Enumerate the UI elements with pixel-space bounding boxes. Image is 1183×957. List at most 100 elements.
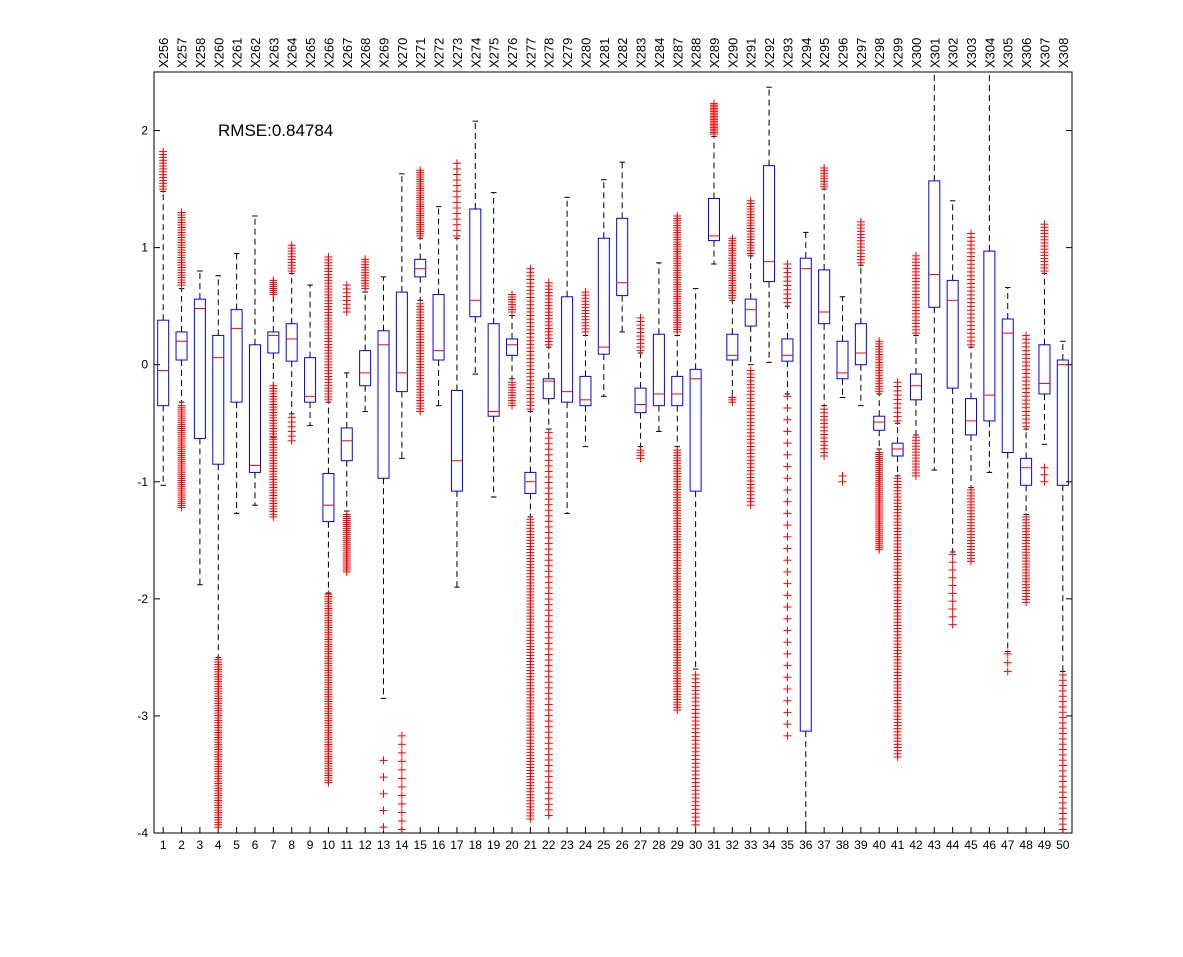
box-46 xyxy=(983,71,996,473)
box-43 xyxy=(928,71,941,471)
x-tick-label: 21 xyxy=(524,838,538,852)
top-label: X257 xyxy=(175,38,190,68)
box-iqr xyxy=(909,373,922,401)
top-label: X296 xyxy=(836,38,851,68)
top-label: X305 xyxy=(1001,38,1016,68)
x-tick-label: 20 xyxy=(505,838,519,852)
x-tick-label: 41 xyxy=(891,838,905,852)
x-tick-label: 5 xyxy=(233,838,240,852)
top-label: X293 xyxy=(780,38,795,68)
outliers xyxy=(875,337,884,396)
box-14 xyxy=(395,173,408,834)
x-tick-label: 49 xyxy=(1038,838,1052,852)
box-iqr xyxy=(212,334,225,465)
x-tick-label: 7 xyxy=(270,838,277,852)
x-tick-label: 25 xyxy=(597,838,611,852)
y-tick-label: 2 xyxy=(141,124,148,138)
x-tick-label: 43 xyxy=(928,838,942,852)
box-iqr xyxy=(1038,344,1051,395)
box-22 xyxy=(542,278,555,820)
outliers xyxy=(416,166,425,240)
x-tick-label: 10 xyxy=(322,838,336,852)
top-label: X276 xyxy=(505,38,520,68)
box-iqr xyxy=(193,298,206,439)
outliers xyxy=(361,255,370,293)
top-label: X307 xyxy=(1037,38,1052,68)
outliers xyxy=(1003,649,1012,676)
outliers xyxy=(342,510,351,576)
outliers xyxy=(1022,512,1031,607)
x-tick-label: 3 xyxy=(197,838,204,852)
box-iqr xyxy=(579,375,592,407)
outliers xyxy=(948,550,957,629)
box-iqr xyxy=(671,375,684,407)
box-iqr xyxy=(928,180,941,308)
top-label: X262 xyxy=(248,38,263,68)
outliers xyxy=(911,433,920,480)
outliers xyxy=(1040,220,1049,276)
x-tick-label: 8 xyxy=(288,838,295,852)
top-label: X284 xyxy=(652,38,667,68)
box-29 xyxy=(671,212,684,715)
x-tick-label: 1 xyxy=(160,838,167,852)
x-tick-label: 32 xyxy=(726,838,740,852)
box-12 xyxy=(359,255,372,413)
box-18 xyxy=(469,120,482,375)
box-iqr xyxy=(1056,359,1069,486)
outliers xyxy=(544,428,553,820)
box-iqr xyxy=(230,309,243,403)
top-label: X297 xyxy=(854,38,869,68)
top-label: X281 xyxy=(597,38,612,68)
box-iqr xyxy=(707,197,720,242)
box-iqr xyxy=(506,338,519,356)
box-21 xyxy=(524,264,537,823)
box-iqr xyxy=(854,323,867,366)
box-iqr xyxy=(432,293,445,361)
box-iqr xyxy=(157,319,170,407)
box-11 xyxy=(340,281,353,576)
box-6 xyxy=(248,215,261,506)
box-iqr xyxy=(744,298,757,327)
outliers xyxy=(269,276,278,299)
x-tick-label: 11 xyxy=(341,838,354,852)
x-tick-label: 33 xyxy=(744,838,758,852)
top-label: X267 xyxy=(340,38,355,68)
box-16 xyxy=(432,206,445,407)
outliers xyxy=(1058,670,1067,834)
top-label: X301 xyxy=(927,38,942,68)
outliers xyxy=(820,164,829,191)
top-label: X299 xyxy=(891,38,906,68)
box-47 xyxy=(1001,286,1014,676)
outliers xyxy=(159,147,168,194)
box-36 xyxy=(799,231,812,834)
top-label: X268 xyxy=(358,38,373,68)
outliers xyxy=(893,474,902,761)
box-41 xyxy=(891,378,904,761)
outliers xyxy=(746,196,755,258)
x-tick-label: 13 xyxy=(377,838,391,852)
x-tick-label: 35 xyxy=(781,838,795,852)
top-label: X280 xyxy=(578,38,593,68)
box-iqr xyxy=(340,427,353,462)
box-38 xyxy=(836,296,849,486)
box-iqr xyxy=(561,296,574,403)
top-label: X272 xyxy=(432,38,447,68)
x-tick-label: 50 xyxy=(1056,838,1070,852)
outliers xyxy=(856,217,865,267)
box-iqr xyxy=(469,208,482,318)
outliers xyxy=(324,252,333,404)
top-label: X294 xyxy=(799,38,814,68)
outliers xyxy=(728,234,737,302)
outliers xyxy=(893,378,902,425)
box-iqr xyxy=(1001,318,1014,454)
outliers xyxy=(526,264,535,414)
y-tick-label: -2 xyxy=(137,592,148,606)
x-tick-label: 16 xyxy=(432,838,446,852)
outliers xyxy=(508,378,517,410)
outliers xyxy=(967,229,976,349)
x-tick-label: 39 xyxy=(854,838,868,852)
box-23 xyxy=(561,196,574,514)
outliers xyxy=(342,281,351,317)
box-45 xyxy=(965,229,978,566)
outliers xyxy=(379,756,388,832)
